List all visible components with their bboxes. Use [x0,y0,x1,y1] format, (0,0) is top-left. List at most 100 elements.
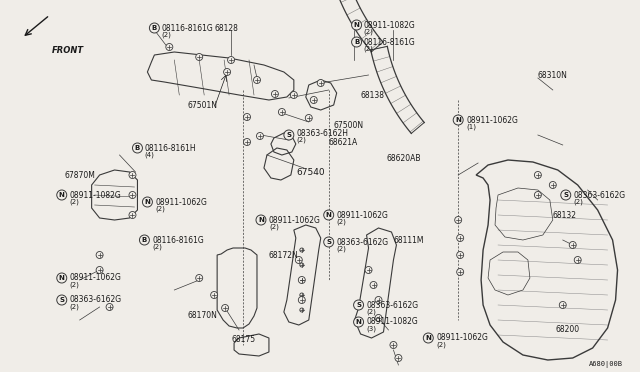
Circle shape [423,333,433,343]
Text: N: N [326,212,332,218]
Circle shape [351,20,362,30]
Text: 08911-1062G: 08911-1062G [269,215,321,224]
Text: 08116-8161G: 08116-8161G [152,235,204,244]
Circle shape [96,251,103,259]
Circle shape [453,115,463,125]
Circle shape [353,300,364,310]
Text: 08911-1062G: 08911-1062G [436,334,488,343]
Circle shape [300,248,304,252]
Circle shape [353,317,364,327]
Text: 68128: 68128 [214,23,238,32]
Text: 68200: 68200 [556,326,580,334]
Circle shape [284,130,294,140]
Circle shape [223,68,230,76]
Text: 68132: 68132 [553,211,577,219]
Circle shape [454,217,461,224]
Circle shape [129,212,136,218]
Text: 67501N: 67501N [188,100,217,109]
Circle shape [196,275,203,282]
Circle shape [457,251,463,259]
Text: S: S [356,302,361,308]
Text: N: N [426,335,431,341]
Circle shape [244,113,250,121]
Text: 08363-6162H: 08363-6162H [297,128,349,138]
Circle shape [300,263,304,267]
Text: N: N [455,117,461,123]
Circle shape [300,278,304,282]
Text: B: B [354,39,359,45]
Circle shape [295,257,302,263]
Text: 08116-8161G: 08116-8161G [161,23,213,32]
Text: 08911-1062G: 08911-1062G [70,273,122,282]
Circle shape [57,273,67,283]
Circle shape [559,301,566,308]
Text: N: N [356,319,362,325]
Text: 67870M: 67870M [65,170,95,180]
Text: N: N [59,275,65,281]
Circle shape [305,115,312,122]
Text: 08116-8161H: 08116-8161H [145,144,196,153]
Circle shape [196,54,203,61]
Circle shape [228,57,235,64]
Text: (2): (2) [297,137,307,143]
Text: S: S [60,297,64,303]
Circle shape [351,37,362,47]
Circle shape [457,269,463,276]
Text: N: N [258,217,264,223]
Text: 08911-1062G: 08911-1062G [337,211,388,219]
Text: (1): (1) [466,124,476,130]
Circle shape [257,132,264,140]
Circle shape [211,292,218,298]
Circle shape [253,77,260,83]
Circle shape [291,92,298,99]
Text: 67500N: 67500N [333,121,364,129]
Circle shape [457,234,463,241]
Text: 68621A: 68621A [329,138,358,147]
Circle shape [298,276,305,283]
Text: 08911-1062G: 08911-1062G [156,198,207,206]
Circle shape [534,171,541,179]
Circle shape [395,355,402,362]
Circle shape [57,190,67,200]
Text: (2): (2) [70,304,79,310]
Text: (2): (2) [337,246,346,252]
Text: (3): (3) [367,326,376,332]
Text: (2): (2) [156,206,165,212]
Text: 08363-6162G: 08363-6162G [573,190,626,199]
Text: 68175: 68175 [231,336,255,344]
Circle shape [96,266,103,273]
Text: 08363-6162G: 08363-6162G [367,301,419,310]
Text: 68138: 68138 [360,90,385,99]
Circle shape [324,237,333,247]
Text: B: B [135,145,140,151]
Text: (2): (2) [364,46,373,52]
Text: S: S [286,132,291,138]
Circle shape [244,138,250,145]
Circle shape [549,182,556,189]
Circle shape [317,80,324,87]
Circle shape [561,190,571,200]
Circle shape [271,90,278,97]
Circle shape [375,314,382,321]
Text: 08911-1082G: 08911-1082G [70,190,122,199]
Circle shape [365,266,372,273]
Circle shape [166,44,173,51]
Text: (4): (4) [145,152,154,158]
Text: B: B [152,25,157,31]
Text: (2): (2) [70,282,79,288]
Text: (2): (2) [367,309,376,315]
Text: (2): (2) [436,342,446,348]
Circle shape [324,210,333,220]
Text: A680|00B: A680|00B [589,362,623,369]
Text: (2): (2) [573,199,584,205]
Circle shape [129,171,136,179]
Text: (2): (2) [337,219,346,225]
Text: (2): (2) [364,29,373,35]
Circle shape [140,235,149,245]
Text: 68172N: 68172N [269,250,299,260]
Text: (2): (2) [70,199,79,205]
Text: 08911-1082G: 08911-1082G [364,20,415,29]
Text: 08911-1082G: 08911-1082G [367,317,419,327]
Text: (2): (2) [152,244,163,250]
Circle shape [574,257,581,263]
